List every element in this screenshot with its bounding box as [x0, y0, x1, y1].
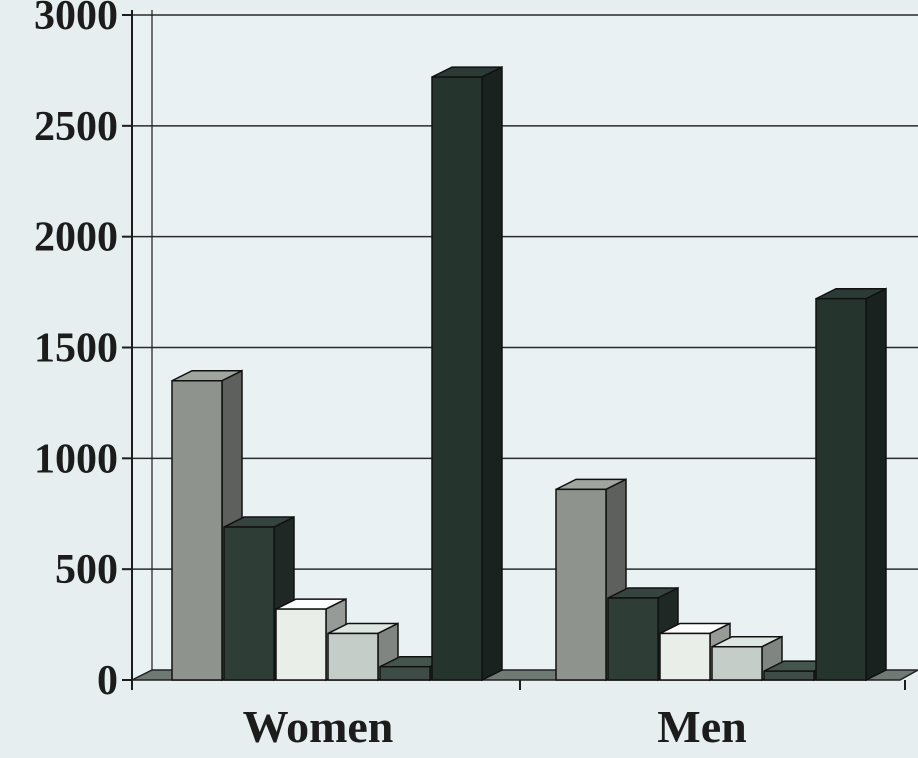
y-tick-label: 1500: [34, 326, 118, 372]
x-tick-label: Women: [243, 701, 394, 752]
y-tick-labels: 0 500 1000 1500 2000 2500 3000: [34, 0, 118, 704]
x-tick-labels: Women Men: [243, 701, 747, 752]
bars: [171, 65, 887, 682]
bar-men-series-6: [815, 287, 887, 682]
y-tick-label: 2500: [34, 104, 118, 150]
y-tick-label: 2000: [34, 215, 118, 261]
axes: [122, 10, 906, 690]
y-tick-label: 3000: [34, 0, 118, 39]
y-tick-label: 0: [97, 658, 118, 704]
y-tick-label: 1000: [34, 436, 118, 482]
x-tick-label: Men: [657, 701, 746, 752]
bar-women-series-6: [431, 65, 503, 682]
y-tick-label: 500: [55, 547, 118, 593]
